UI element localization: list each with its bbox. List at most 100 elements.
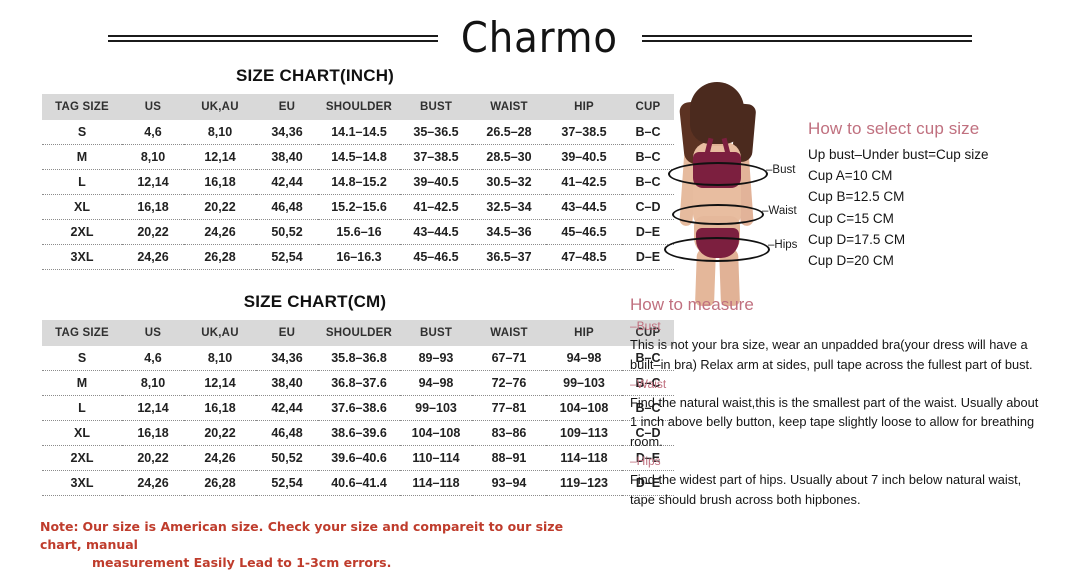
cell-eu: 34,36 xyxy=(256,120,318,145)
cell-us: 8,10 xyxy=(122,370,184,396)
inch-size-table: TAG SIZE US UK,AU EU SHOULDER BUST WAIST… xyxy=(42,94,674,270)
table-header-row: TAG SIZE US UK,AU EU SHOULDER BUST WAIST… xyxy=(42,94,674,120)
cell-hip: 104–108 xyxy=(546,395,622,421)
cell-hip: 109–113 xyxy=(546,420,622,446)
model-illustration xyxy=(638,80,808,307)
cell-bust: 35–36.5 xyxy=(400,120,472,145)
col-header-uk-au: UK,AU xyxy=(184,94,256,120)
cell-shoulder: 35.8–36.8 xyxy=(318,346,400,371)
cell-waist: 36.5–37 xyxy=(472,244,546,270)
cell-eu: 52,54 xyxy=(256,470,318,496)
cell-shoulder: 39.6–40.6 xyxy=(318,445,400,471)
cell-hip: 114–118 xyxy=(546,445,622,471)
col-header-bust: BUST xyxy=(400,320,472,346)
cm-chart-title: SIZE CHART(CM) xyxy=(243,292,387,311)
brand-header: Charmo xyxy=(0,14,1080,62)
size-note: Note: Our size is American size. Check yo… xyxy=(40,518,600,572)
cup-d-line: Cup D=17.5 CM xyxy=(808,231,906,247)
cell-bust: 110–114 xyxy=(400,445,472,471)
model-hair xyxy=(690,82,744,144)
cell-tag-size: L xyxy=(42,395,122,421)
cell-hip: 94–98 xyxy=(546,346,622,371)
cell-cup: D–E xyxy=(622,219,674,245)
note-line-1: Our size is American size. Check your si… xyxy=(40,519,564,553)
how-to-measure-heading: How to measure xyxy=(630,295,754,314)
cell-tag-size: M xyxy=(42,370,122,396)
cell-hip: 37–38.5 xyxy=(546,120,622,145)
tape-waist-icon xyxy=(672,204,764,225)
cell-uk-au: 26,28 xyxy=(184,244,256,270)
col-header-cup: CUP xyxy=(622,94,674,120)
cell-tag-size: M xyxy=(42,144,122,170)
cell-bust: 114–118 xyxy=(400,470,472,496)
cell-hip: 45–46.5 xyxy=(546,219,622,245)
cell-bust: 41–42.5 xyxy=(400,194,472,220)
cell-eu: 50,52 xyxy=(256,445,318,471)
cell-waist: 30.5–32 xyxy=(472,169,546,195)
cell-eu: 38,40 xyxy=(256,144,318,170)
cell-bust: 43–44.5 xyxy=(400,219,472,245)
header-rule-left xyxy=(107,34,438,42)
cell-waist: 67–71 xyxy=(472,346,546,371)
cell-uk-au: 8,10 xyxy=(184,120,256,145)
cell-shoulder: 15.6–16 xyxy=(318,219,400,245)
col-header-uk-au: UK,AU xyxy=(184,320,256,346)
cup-size-section: How to select cup size Up bust–Under bus… xyxy=(808,118,1076,271)
table-row: L 12,14 16,18 42,44 14.8–15.2 39–40.5 30… xyxy=(42,169,674,195)
cell-uk-au: 26,28 xyxy=(184,470,256,496)
cell-waist: 77–81 xyxy=(472,395,546,421)
cup-e-line: Cup D=20 CM xyxy=(808,253,894,269)
table-row: 2XL 20,22 24,26 50,52 39.6–40.6 110–114 … xyxy=(42,445,674,471)
guide-column: –Bust –Waist –Hips How to select cup siz… xyxy=(630,62,1080,522)
col-header-us: US xyxy=(122,320,184,346)
cell-cup: B–C xyxy=(622,169,674,195)
col-header-waist: WAIST xyxy=(472,94,546,120)
cell-us: 4,6 xyxy=(122,120,184,145)
inch-chart-title: SIZE CHART(INCH) xyxy=(235,66,395,85)
cell-bust: 89–93 xyxy=(400,346,472,371)
cell-us: 24,26 xyxy=(122,244,184,270)
cell-us: 12,14 xyxy=(122,169,184,195)
cell-uk-au: 16,18 xyxy=(184,169,256,195)
cell-waist: 88–91 xyxy=(472,445,546,471)
cell-shoulder: 14.8–15.2 xyxy=(318,169,400,195)
measure-text-hips: Find the widest part of hips. Usually ab… xyxy=(630,472,1022,507)
table-row: XL 16,18 20,22 46,48 38.6–39.6 104–108 8… xyxy=(42,420,674,446)
cell-eu: 50,52 xyxy=(256,219,318,245)
col-header-hip: HIP xyxy=(546,94,622,120)
cell-us: 4,6 xyxy=(122,346,184,371)
col-header-hip: HIP xyxy=(546,320,622,346)
cell-uk-au: 20,22 xyxy=(184,420,256,446)
measure-text-bust: This is not your bra size, wear an unpad… xyxy=(630,337,1033,372)
cell-bust: 99–103 xyxy=(400,395,472,421)
brand-name: Charmo xyxy=(460,13,618,62)
cell-uk-au: 20,22 xyxy=(184,194,256,220)
cell-shoulder: 14.1–14.5 xyxy=(318,120,400,145)
col-header-waist: WAIST xyxy=(472,320,546,346)
cell-shoulder: 16–16.3 xyxy=(318,244,400,270)
cup-size-heading: How to select cup size xyxy=(808,119,980,138)
cell-shoulder: 37.6–38.6 xyxy=(318,395,400,421)
col-header-shoulder: SHOULDER xyxy=(318,94,400,120)
cell-us: 12,14 xyxy=(122,395,184,421)
cell-cup: C–D xyxy=(622,420,674,446)
cell-uk-au: 8,10 xyxy=(184,346,256,371)
cell-us: 20,22 xyxy=(122,219,184,245)
header-rule-right xyxy=(642,34,973,42)
cell-tag-size: 3XL xyxy=(42,244,122,270)
col-header-cup: CUP xyxy=(622,320,674,346)
note-line-2: measurement Easily Lead to 1-3cm errors. xyxy=(92,555,392,571)
cell-uk-au: 16,18 xyxy=(184,395,256,421)
cell-shoulder: 14.5–14.8 xyxy=(318,144,400,170)
col-header-tag-size: TAG SIZE xyxy=(42,94,122,120)
cell-shoulder: 38.6–39.6 xyxy=(318,420,400,446)
cell-eu: 38,40 xyxy=(256,370,318,396)
size-charts-column: SIZE CHART(INCH) TAG SIZE US UK,AU EU SH… xyxy=(0,62,674,572)
cell-bust: 37–38.5 xyxy=(400,144,472,170)
table-row: 2XL 20,22 24,26 50,52 15.6–16 43–44.5 34… xyxy=(42,219,674,245)
note-label: Note: xyxy=(40,519,79,534)
col-header-shoulder: SHOULDER xyxy=(318,320,400,346)
cell-tag-size: L xyxy=(42,169,122,195)
cell-tag-size: S xyxy=(42,346,122,371)
cell-uk-au: 12,14 xyxy=(184,144,256,170)
